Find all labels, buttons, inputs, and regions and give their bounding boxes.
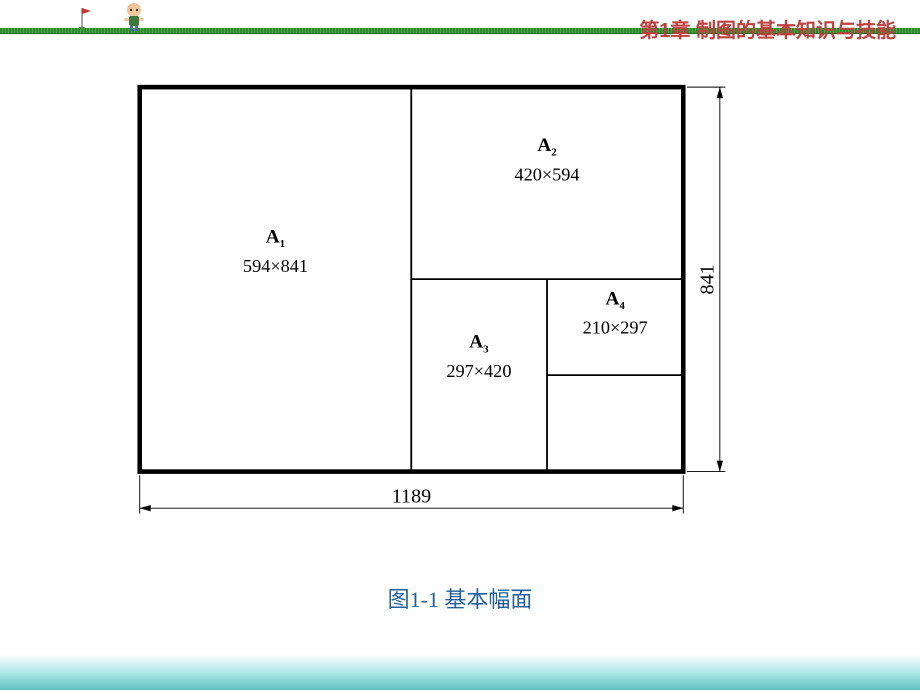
golf-flag-icon [78,6,94,30]
figure-caption: 图1-1 基本幅面 [0,582,920,614]
svg-text:A3: A3 [469,332,489,356]
svg-text:420×594: 420×594 [514,164,579,184]
svg-text:1189: 1189 [392,486,431,508]
svg-text:A4: A4 [605,288,625,312]
svg-text:297×420: 297×420 [446,361,511,381]
svg-text:841: 841 [696,264,718,294]
chapter-title: 第1章 制图的基本知识与技能 [639,14,896,43]
svg-text:594×841: 594×841 [243,256,308,276]
mascot-character-icon [120,0,148,32]
paper-sizes-diagram: A1 594×841 A2 420×594 A3 297×420 A4 210×297 1189… [72,78,852,598]
svg-text:A1: A1 [266,227,285,251]
svg-text:210×297: 210×297 [583,318,648,338]
footer-gradient [0,654,920,690]
svg-text:A2: A2 [537,135,557,159]
